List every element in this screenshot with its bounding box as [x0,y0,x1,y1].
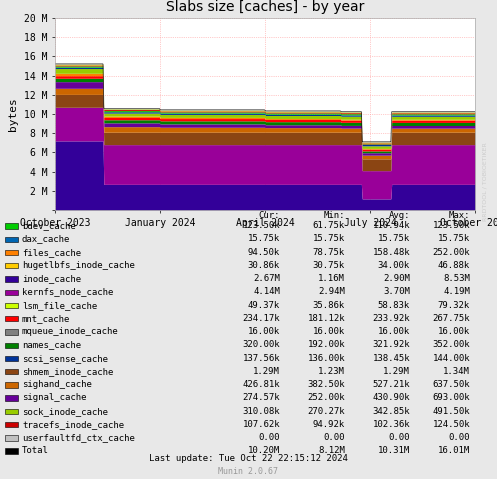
Text: hugetlbfs_inode_cache: hugetlbfs_inode_cache [22,261,135,270]
Text: 430.90k: 430.90k [372,393,410,402]
Text: 3.70M: 3.70M [383,287,410,297]
Text: userfaultfd_ctx_cache: userfaultfd_ctx_cache [22,433,135,442]
Text: 123.50k: 123.50k [243,221,280,230]
Text: sock_inode_cache: sock_inode_cache [22,407,108,416]
Text: Total: Total [22,446,49,456]
Text: mnt_cache: mnt_cache [22,314,71,323]
Text: 10.31M: 10.31M [378,446,410,456]
Text: 1.34M: 1.34M [443,367,470,376]
Text: Last update: Tue Oct 22 22:15:12 2024: Last update: Tue Oct 22 22:15:12 2024 [149,454,348,463]
Text: 30.86k: 30.86k [248,261,280,270]
Text: 1.29M: 1.29M [253,367,280,376]
Text: Avg:: Avg: [389,211,410,220]
Text: 637.50k: 637.50k [432,380,470,389]
Text: 94.50k: 94.50k [248,248,280,257]
Text: 107.62k: 107.62k [243,420,280,429]
Text: 102.36k: 102.36k [372,420,410,429]
Text: signal_cache: signal_cache [22,393,86,402]
Text: 16.01M: 16.01M [438,446,470,456]
Text: 0.00: 0.00 [389,433,410,442]
Text: 426.81k: 426.81k [243,380,280,389]
Text: Min:: Min: [324,211,345,220]
Text: 382.50k: 382.50k [307,380,345,389]
Text: RRDTOOL / TOBIOETIKER: RRDTOOL / TOBIOETIKER [482,143,487,221]
Y-axis label: bytes: bytes [8,97,18,131]
Text: 58.83k: 58.83k [378,301,410,309]
Text: 0.00: 0.00 [258,433,280,442]
Text: 181.12k: 181.12k [307,314,345,323]
Text: 16.00k: 16.00k [248,327,280,336]
Text: 10.20M: 10.20M [248,446,280,456]
Text: 110.94k: 110.94k [372,221,410,230]
Text: 1.29M: 1.29M [383,367,410,376]
Text: 49.37k: 49.37k [248,301,280,309]
Text: 136.00k: 136.00k [307,354,345,363]
Text: 4.14M: 4.14M [253,287,280,297]
Text: 267.75k: 267.75k [432,314,470,323]
Text: 15.75k: 15.75k [378,234,410,243]
Text: tracefs_inode_cache: tracefs_inode_cache [22,420,124,429]
Text: sighand_cache: sighand_cache [22,380,92,389]
Text: 233.92k: 233.92k [372,314,410,323]
Text: 310.08k: 310.08k [243,407,280,416]
Text: kernfs_node_cache: kernfs_node_cache [22,287,113,297]
Text: mqueue_inode_cache: mqueue_inode_cache [22,327,119,336]
Text: 352.00k: 352.00k [432,341,470,349]
Text: 192.00k: 192.00k [307,341,345,349]
Text: 34.00k: 34.00k [378,261,410,270]
Text: 1.16M: 1.16M [318,274,345,283]
Text: Cur:: Cur: [258,211,280,220]
Text: files_cache: files_cache [22,248,81,257]
Text: Max:: Max: [448,211,470,220]
Text: 342.85k: 342.85k [372,407,410,416]
Text: names_cache: names_cache [22,341,81,349]
Text: 321.92k: 321.92k [372,341,410,349]
Text: 30.75k: 30.75k [313,261,345,270]
Text: bdev_cache: bdev_cache [22,221,76,230]
Text: 4.19M: 4.19M [443,287,470,297]
Text: shmem_inode_cache: shmem_inode_cache [22,367,113,376]
Text: 79.32k: 79.32k [438,301,470,309]
Text: 46.88k: 46.88k [438,261,470,270]
Text: 16.00k: 16.00k [313,327,345,336]
Text: 252.00k: 252.00k [307,393,345,402]
Title: Slabs size [caches] - by year: Slabs size [caches] - by year [166,0,364,14]
Text: 137.56k: 137.56k [243,354,280,363]
Text: dax_cache: dax_cache [22,234,71,243]
Text: 0.00: 0.00 [448,433,470,442]
Text: 123.50k: 123.50k [432,221,470,230]
Text: 16.00k: 16.00k [438,327,470,336]
Text: 527.21k: 527.21k [372,380,410,389]
Text: 693.00k: 693.00k [432,393,470,402]
Text: 252.00k: 252.00k [432,248,470,257]
Text: scsi_sense_cache: scsi_sense_cache [22,354,108,363]
Text: 16.00k: 16.00k [378,327,410,336]
Text: 138.45k: 138.45k [372,354,410,363]
Text: 1.23M: 1.23M [318,367,345,376]
Text: 234.17k: 234.17k [243,314,280,323]
Text: 8.12M: 8.12M [318,446,345,456]
Text: 94.92k: 94.92k [313,420,345,429]
Text: 320.00k: 320.00k [243,341,280,349]
Text: 2.67M: 2.67M [253,274,280,283]
Text: 270.27k: 270.27k [307,407,345,416]
Text: 15.75k: 15.75k [438,234,470,243]
Text: 0.00: 0.00 [324,433,345,442]
Text: inode_cache: inode_cache [22,274,81,283]
Text: 15.75k: 15.75k [313,234,345,243]
Text: 274.57k: 274.57k [243,393,280,402]
Text: 8.53M: 8.53M [443,274,470,283]
Text: 158.48k: 158.48k [372,248,410,257]
Text: 2.90M: 2.90M [383,274,410,283]
Text: 61.75k: 61.75k [313,221,345,230]
Text: 144.00k: 144.00k [432,354,470,363]
Text: 15.75k: 15.75k [248,234,280,243]
Text: 124.50k: 124.50k [432,420,470,429]
Text: 491.50k: 491.50k [432,407,470,416]
Text: 78.75k: 78.75k [313,248,345,257]
Text: Munin 2.0.67: Munin 2.0.67 [219,467,278,476]
Text: lsm_file_cache: lsm_file_cache [22,301,97,309]
Text: 35.86k: 35.86k [313,301,345,309]
Text: 2.94M: 2.94M [318,287,345,297]
